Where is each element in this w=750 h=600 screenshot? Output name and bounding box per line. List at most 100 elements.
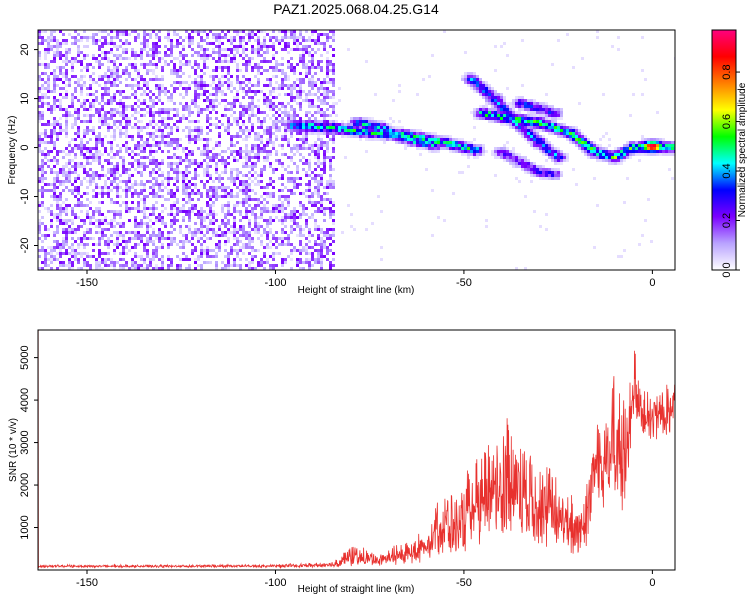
heatmap-cell [44,63,47,66]
heatmap-cell [98,30,101,33]
heatmap-cell [230,177,233,180]
heatmap-cell [317,39,320,42]
heatmap-cell [494,147,497,150]
heatmap-cell [359,123,362,126]
heatmap-cell [158,189,161,192]
heatmap-cell [197,240,200,243]
heatmap-cell [284,126,287,129]
heatmap-cell [644,219,647,222]
heatmap-cell [626,147,629,150]
heatmap-cell [197,231,200,234]
heatmap-cell [671,144,674,147]
heatmap-cell [125,246,128,249]
heatmap-cell [287,84,290,87]
heatmap-cell [65,123,68,126]
heatmap-cell [125,66,128,69]
heatmap-cell [317,87,320,90]
heatmap-cell [446,141,449,144]
heatmap-cell [539,168,542,171]
heatmap-cell [191,129,194,132]
heatmap-cell [602,159,605,162]
heatmap-cell [401,138,404,141]
heatmap-cell [155,45,158,48]
heatmap-cell [569,126,572,129]
heatmap-cell [137,159,140,162]
heatmap-cell [254,216,257,219]
heatmap-cell [482,84,485,87]
heatmap-cell [269,39,272,42]
heatmap-cell [125,252,128,255]
heatmap-cell [107,75,110,78]
heatmap-cell [326,126,329,129]
heatmap-cell [635,144,638,147]
heatmap-cell [281,201,284,204]
heatmap-cell [287,171,290,174]
heatmap-cell [206,216,209,219]
heatmap-cell [494,120,497,123]
heatmap-cell [422,78,425,81]
heatmap-cell [281,210,284,213]
heatmap-cell [302,141,305,144]
heatmap-cell [86,54,89,57]
heatmap-cell [77,228,80,231]
heatmap-cell [53,180,56,183]
heatmap-cell [287,66,290,69]
heatmap-cell [251,237,254,240]
heatmap-cell [596,159,599,162]
heatmap-cell [530,162,533,165]
heatmap-cell [95,108,98,111]
heatmap-cell [317,36,320,39]
heatmap-cell [485,225,488,228]
heatmap-cell [158,78,161,81]
heatmap-cell [281,207,284,210]
heatmap-cell [413,141,416,144]
heatmap-cell [212,249,215,252]
heatmap-cell [473,81,476,84]
heatmap-cell [179,225,182,228]
heatmap-cell [368,126,371,129]
heatmap-cell [488,111,491,114]
heatmap-cell [530,108,533,111]
heatmap-cell [308,105,311,108]
heatmap-cell [524,168,527,171]
heatmap-cell [410,141,413,144]
heatmap-cell [56,216,59,219]
heatmap-cell [536,147,539,150]
heatmap-cell [95,96,98,99]
heatmap-cell [110,117,113,120]
heatmap-cell [218,141,221,144]
heatmap-cell [197,162,200,165]
heatmap-cell [527,138,530,141]
heatmap-cell [527,105,530,108]
heatmap-cell [113,180,116,183]
heatmap-cell [146,195,149,198]
heatmap-cell [263,252,266,255]
heatmap-cell [236,120,239,123]
heatmap-cell [80,102,83,105]
heatmap-cell [206,54,209,57]
heatmap-cell [50,48,53,51]
heatmap-cell [71,69,74,72]
heatmap-cell [107,228,110,231]
heatmap-cell [134,168,137,171]
heatmap-cell [50,129,53,132]
heatmap-cell [107,237,110,240]
heatmap-cell [170,243,173,246]
heatmap-cell [317,228,320,231]
heatmap-cell [173,192,176,195]
heatmap-cell [614,150,617,153]
heatmap-cell [599,153,602,156]
heatmap-cell [416,138,419,141]
heatmap-cell [62,150,65,153]
heatmap-cell [266,126,269,129]
heatmap-cell [194,51,197,54]
heatmap-cell [257,153,260,156]
heatmap-cell [218,240,221,243]
heatmap-cell [38,117,41,120]
heatmap-cell [119,30,122,33]
heatmap-cell [275,207,278,210]
heatmap-cell [260,207,263,210]
heatmap-cell [311,132,314,135]
heatmap-cell [38,99,41,102]
heatmap-cell [287,114,290,117]
